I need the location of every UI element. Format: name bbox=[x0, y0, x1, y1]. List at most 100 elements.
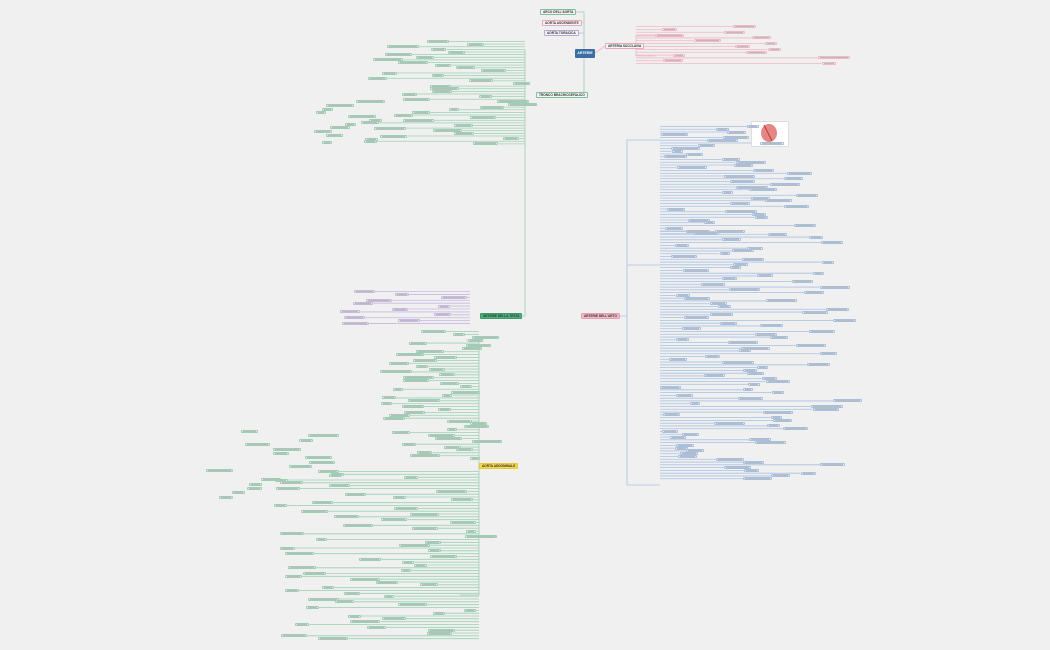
map-node[interactable] bbox=[760, 324, 783, 328]
map-node[interactable] bbox=[819, 285, 851, 289]
map-node[interactable] bbox=[380, 134, 408, 138]
map-node[interactable] bbox=[427, 40, 450, 43]
map-node[interactable] bbox=[407, 399, 440, 403]
map-node[interactable] bbox=[416, 364, 429, 368]
map-node[interactable] bbox=[733, 163, 754, 167]
branch-node-testa[interactable]: ARTERIE DELLA TESTA bbox=[480, 313, 523, 319]
map-node[interactable] bbox=[462, 347, 482, 351]
map-node[interactable] bbox=[459, 384, 472, 388]
map-node[interactable] bbox=[276, 487, 300, 490]
root-node[interactable]: ARTERIE bbox=[575, 49, 595, 58]
map-node[interactable] bbox=[329, 126, 351, 130]
map-node[interactable] bbox=[382, 416, 406, 420]
map-node[interactable] bbox=[770, 182, 801, 186]
map-node[interactable] bbox=[279, 481, 303, 485]
map-node[interactable] bbox=[751, 36, 772, 40]
map-node[interactable] bbox=[246, 486, 263, 490]
map-node[interactable] bbox=[735, 160, 766, 164]
map-node[interactable] bbox=[742, 477, 772, 481]
map-node[interactable] bbox=[413, 563, 428, 567]
map-node[interactable] bbox=[432, 74, 445, 78]
map-node[interactable] bbox=[783, 204, 810, 208]
map-node[interactable] bbox=[328, 484, 351, 488]
map-node[interactable] bbox=[433, 611, 445, 615]
map-node[interactable] bbox=[427, 549, 441, 553]
map-node[interactable] bbox=[456, 66, 476, 70]
map-node[interactable] bbox=[479, 105, 504, 109]
map-node[interactable] bbox=[369, 118, 383, 122]
map-node[interactable] bbox=[723, 136, 750, 139]
map-node[interactable] bbox=[654, 33, 685, 37]
map-node[interactable] bbox=[358, 557, 381, 561]
map-node[interactable] bbox=[361, 121, 380, 125]
map-node[interactable] bbox=[739, 349, 752, 353]
map-node[interactable] bbox=[770, 416, 783, 420]
map-node[interactable] bbox=[782, 427, 809, 431]
map-node[interactable] bbox=[661, 133, 688, 137]
map-node[interactable] bbox=[353, 290, 375, 293]
map-node[interactable] bbox=[720, 321, 738, 325]
map-node[interactable] bbox=[433, 129, 463, 133]
map-node[interactable] bbox=[800, 471, 817, 475]
map-node[interactable] bbox=[765, 380, 791, 383]
map-node[interactable] bbox=[721, 191, 734, 194]
map-node[interactable] bbox=[280, 546, 295, 550]
map-node[interactable] bbox=[692, 232, 719, 236]
map-node[interactable] bbox=[728, 341, 759, 345]
map-node[interactable] bbox=[439, 373, 455, 377]
map-node[interactable] bbox=[399, 543, 430, 547]
map-node[interactable] bbox=[704, 355, 720, 358]
map-node[interactable] bbox=[697, 144, 716, 148]
map-node[interactable] bbox=[833, 318, 857, 322]
map-node[interactable] bbox=[822, 260, 835, 264]
map-node[interactable] bbox=[436, 489, 468, 493]
map-node[interactable] bbox=[675, 393, 693, 397]
map-node[interactable] bbox=[717, 305, 732, 308]
map-node[interactable] bbox=[662, 59, 683, 63]
map-node[interactable] bbox=[401, 442, 416, 446]
map-node[interactable] bbox=[409, 512, 439, 516]
map-node[interactable] bbox=[748, 188, 778, 192]
map-node[interactable] bbox=[315, 538, 327, 541]
map-node[interactable] bbox=[356, 100, 386, 103]
map-node[interactable] bbox=[452, 332, 465, 336]
map-node[interactable] bbox=[402, 379, 429, 383]
map-node[interactable] bbox=[673, 53, 685, 57]
map-node[interactable] bbox=[446, 428, 458, 432]
map-node[interactable] bbox=[809, 235, 824, 239]
map-node[interactable] bbox=[686, 152, 703, 156]
map-node[interactable] bbox=[464, 608, 477, 612]
map-node[interactable] bbox=[752, 213, 766, 216]
map-node[interactable] bbox=[465, 535, 497, 539]
map-node[interactable] bbox=[388, 361, 409, 365]
map-node[interactable] bbox=[704, 221, 715, 225]
map-node[interactable] bbox=[344, 492, 366, 496]
map-node[interactable] bbox=[381, 402, 392, 406]
map-node[interactable] bbox=[343, 591, 360, 595]
map-node[interactable] bbox=[468, 79, 494, 83]
map-node[interactable] bbox=[732, 263, 748, 267]
map-node[interactable] bbox=[471, 439, 502, 443]
map-node[interactable] bbox=[420, 330, 447, 333]
map-node[interactable] bbox=[675, 338, 689, 342]
map-node[interactable] bbox=[680, 452, 698, 456]
map-node[interactable] bbox=[451, 498, 473, 502]
map-node[interactable] bbox=[721, 238, 742, 242]
map-node[interactable] bbox=[450, 521, 477, 524]
map-node[interactable] bbox=[302, 572, 327, 575]
map-node[interactable] bbox=[388, 413, 410, 417]
map-node[interactable] bbox=[205, 469, 233, 473]
map-node[interactable] bbox=[765, 199, 793, 203]
map-node[interactable] bbox=[806, 363, 831, 367]
map-node[interactable] bbox=[317, 470, 339, 473]
map-node[interactable] bbox=[308, 460, 336, 464]
map-node[interactable] bbox=[348, 614, 361, 618]
map-node[interactable] bbox=[394, 113, 414, 117]
map-node[interactable] bbox=[662, 430, 678, 433]
map-node[interactable] bbox=[387, 45, 419, 49]
map-node[interactable] bbox=[317, 637, 349, 641]
map-node[interactable] bbox=[300, 509, 329, 513]
map-node[interactable] bbox=[694, 39, 722, 43]
map-node[interactable] bbox=[724, 174, 756, 178]
map-node[interactable] bbox=[733, 25, 756, 28]
